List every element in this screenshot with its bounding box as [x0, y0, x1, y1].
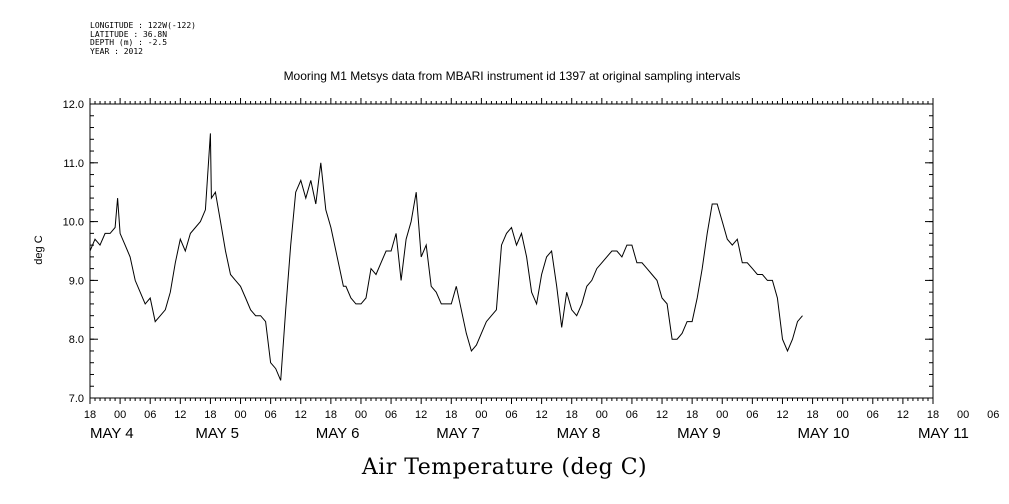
- x-date-label: MAY 11: [918, 425, 969, 442]
- x-tick-label: 18: [84, 409, 96, 421]
- y-axis: 7.0 8.0 9.0 10.0 11.0 12.0: [63, 99, 933, 405]
- x-tick-label: 12: [656, 409, 668, 421]
- x-date-label: MAY 7: [436, 425, 480, 442]
- x-date-label: MAY 6: [316, 425, 360, 442]
- x-tick-label: 18: [445, 409, 457, 421]
- x-tick-label: 00: [475, 409, 487, 421]
- x-tick-label: 18: [927, 409, 939, 421]
- chart-title: Mooring M1 Metsys data from MBARI instru…: [284, 69, 741, 83]
- air-temperature-series-line: [89, 133, 803, 381]
- x-tick-label: 12: [415, 409, 427, 421]
- depth-label: DEPTH (m) : -2.5: [90, 38, 168, 47]
- x-tick-label: 00: [837, 409, 849, 421]
- y-tick-label: 11.0: [63, 158, 84, 170]
- plot-frame: [89, 103, 934, 399]
- x-tick-label: 06: [746, 409, 758, 421]
- x-tick-label: 06: [626, 409, 638, 421]
- x-tick-label: 18: [806, 409, 818, 421]
- x-date-label: MAY 10: [798, 425, 850, 442]
- x-tick-label: 00: [716, 409, 728, 421]
- x-tick-label: 12: [776, 409, 788, 421]
- y-tick-label: 7.0: [69, 393, 84, 405]
- series-layer: [89, 133, 803, 381]
- x-date-label: MAY 5: [195, 425, 239, 442]
- x-tick-label: 18: [325, 409, 337, 421]
- x-tick-label: 06: [867, 409, 879, 421]
- x-date-label: MAY 4: [90, 425, 134, 442]
- x-date-label: MAY 9: [677, 425, 721, 442]
- metadata-block: LONGITUDE : 122W(-122) LATITUDE : 36.8N …: [90, 21, 196, 56]
- y-tick-label: 8.0: [69, 334, 84, 346]
- x-tick-label: 00: [234, 409, 246, 421]
- latitude-label: LATITUDE : 36.8N: [90, 29, 168, 39]
- x-tick-label: 12: [174, 409, 186, 421]
- x-tick-label: 12: [897, 409, 909, 421]
- x-axis-title: Air Temperature (deg C): [361, 455, 648, 480]
- x-date-label: MAY 8: [557, 425, 601, 442]
- x-tick-label: 12: [535, 409, 547, 421]
- x-tick-label: 06: [987, 409, 999, 421]
- x-tick-label: 06: [144, 409, 156, 421]
- x-axis: 18 00 06 12 18 00 06 12 18 00 06 12 18 00 06 12 18 00 06 12…: [84, 98, 999, 442]
- y-tick-label: 10.0: [63, 217, 84, 229]
- year-label: YEAR : 2012: [90, 46, 143, 56]
- y-axis-label: deg C: [33, 235, 45, 264]
- x-tick-label: 18: [686, 409, 698, 421]
- y-tick-label: 12.0: [63, 99, 84, 111]
- x-tick-label: 18: [566, 409, 578, 421]
- x-tick-label: 00: [114, 409, 126, 421]
- x-tick-label: 00: [596, 409, 608, 421]
- x-tick-label: 06: [265, 409, 277, 421]
- x-tick-label: 06: [505, 409, 517, 421]
- x-tick-label: 18: [204, 409, 216, 421]
- x-tick-label: 00: [957, 409, 969, 421]
- x-tick-label: 00: [355, 409, 367, 421]
- x-tick-label: 06: [385, 409, 397, 421]
- x-tick-label: 12: [295, 409, 307, 421]
- y-tick-label: 9.0: [69, 275, 84, 287]
- longitude-label: LONGITUDE : 122W(-122): [90, 21, 196, 30]
